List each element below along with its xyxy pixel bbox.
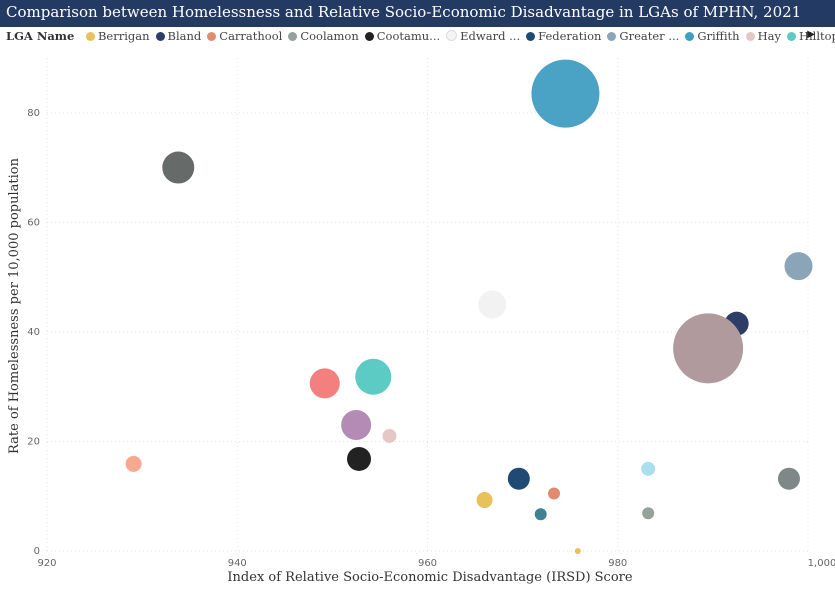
y-tick-label: 60 [27, 217, 40, 228]
title-bar: Comparison between Homelessness and Rela… [0, 0, 835, 27]
legend-label: Coolamon [300, 29, 359, 43]
legend-label: Federation [538, 29, 602, 43]
x-tick-label: 980 [608, 558, 627, 569]
legend-label: Bland [167, 29, 202, 43]
data-point[interactable] [382, 428, 397, 443]
data-point[interactable] [507, 467, 530, 490]
legend-label: Hilltops [798, 29, 835, 43]
data-point[interactable] [531, 59, 600, 128]
legend-title: LGA Name [6, 29, 75, 43]
legend-swatch [526, 32, 536, 41]
legend-swatch [288, 32, 298, 41]
y-axis-label: Rate of Homelessness per 10,000 populati… [7, 157, 22, 454]
y-tick-label: 40 [27, 327, 40, 338]
data-point[interactable] [548, 487, 561, 500]
legend-item[interactable]: Hilltops [786, 29, 835, 43]
data-point[interactable] [574, 548, 581, 554]
legend-item[interactable]: Coolamon [288, 29, 359, 43]
data-point[interactable] [347, 446, 372, 471]
legend-swatch [85, 32, 95, 41]
legend: LGA Name Berrigan Bland Carrathool Coolamon… [6, 29, 835, 47]
x-tick-label: 960 [418, 558, 437, 569]
y-tick-label: 80 [27, 108, 40, 119]
data-point[interactable] [125, 455, 142, 472]
legend-label: Greater ... [619, 29, 680, 43]
legend-swatch [745, 32, 755, 41]
legend-label: Berrigan [97, 29, 150, 43]
y-tick-labels: 0 20 40 60 80 [27, 108, 40, 557]
data-point[interactable] [478, 290, 507, 319]
legend-label: Cootamu... [376, 29, 441, 43]
data-point[interactable] [642, 507, 655, 520]
data-point[interactable] [476, 492, 493, 509]
legend-item[interactable]: Griffith [685, 29, 740, 43]
x-tick-labels: 920 940 960 980 1,000 [37, 558, 835, 569]
legend-swatch [685, 32, 695, 41]
data-point[interactable] [777, 467, 800, 490]
data-point[interactable] [355, 358, 392, 395]
x-tick-label: 920 [37, 558, 56, 569]
legend-swatch [155, 32, 165, 41]
chart-title: Comparison between Homelessness and Rela… [6, 3, 802, 21]
legend-item[interactable]: Bland [155, 29, 202, 43]
legend-items: Berrigan Bland Carrathool Coolamon Cootamu..… [85, 29, 835, 43]
data-point[interactable] [341, 410, 372, 441]
legend-swatch [786, 32, 796, 41]
data-point[interactable] [673, 313, 744, 384]
legend-swatch [207, 32, 217, 41]
legend-swatch [607, 32, 617, 41]
chevron-right-icon[interactable]: ▶ [807, 29, 815, 40]
gridlines [46, 58, 809, 552]
legend-label: Hay [757, 29, 781, 43]
legend-item[interactable]: Hay [745, 29, 781, 43]
legend-swatch [446, 30, 458, 41]
legend-item[interactable]: Edward ... [446, 29, 520, 43]
legend-swatch [364, 32, 374, 41]
x-tick-label: 940 [228, 558, 247, 569]
data-point[interactable] [784, 252, 813, 281]
legend-label: Griffith [697, 29, 740, 43]
legend-item[interactable]: Cootamu... [364, 29, 441, 43]
legend-item[interactable]: Greater ... [607, 29, 679, 43]
data-point[interactable] [641, 461, 656, 476]
x-axis-label: Index of Relative Socio-Economic Disadva… [227, 570, 632, 585]
data-point[interactable] [309, 368, 340, 399]
y-tick-label: 0 [34, 546, 40, 557]
legend-label: Edward ... [460, 29, 521, 43]
legend-item[interactable]: Carrathool [207, 29, 282, 43]
legend-item[interactable]: Federation [526, 29, 601, 43]
data-points [125, 59, 813, 554]
y-tick-label: 20 [27, 436, 40, 447]
x-tick-label: 1,000 [808, 558, 835, 569]
data-point[interactable] [162, 151, 195, 184]
legend-item[interactable]: Berrigan [85, 29, 150, 43]
legend-label: Carrathool [219, 29, 283, 43]
data-point[interactable] [534, 508, 547, 521]
